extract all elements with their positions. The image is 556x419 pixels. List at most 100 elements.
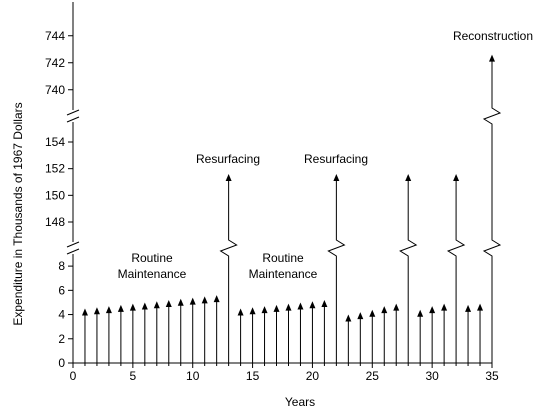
y-tick-label: 4 [58,308,65,322]
arrow-head [321,300,328,308]
arrow-head [429,306,436,314]
x-tick-label: 5 [130,369,137,383]
x-tick-label: 25 [366,369,380,383]
axis-break-mark [66,109,80,116]
arrow-head [165,300,172,308]
arrow-head [477,303,484,311]
arrow-head [465,304,472,312]
x-tick-label: 20 [306,369,320,383]
expenditure-arrow [381,306,388,363]
annotation-resurfacing-1: Resurfacing [196,152,260,166]
expenditure-arrow [201,296,208,363]
arrow-head [141,302,148,310]
arrow-head [249,307,256,315]
arrow-head [225,174,232,181]
expenditure-arrow [261,306,268,363]
y-axis-title: Expenditure in Thousands of 1967 Dollars [11,102,25,325]
x-tick-label: 10 [186,369,200,383]
arrow-head [213,295,220,303]
arrow-head [189,297,196,305]
arrow-shaft [446,180,466,363]
arrow-head [381,306,388,314]
expenditure-arrow [237,308,244,363]
expenditure-arrow [357,312,364,363]
expenditure-arrow [177,298,184,363]
expenditure-arrow [249,307,256,363]
annotation-routine-2: Routine [262,251,304,265]
expenditure-arrow [345,314,352,363]
arrow-head [237,308,244,316]
chart-marks [81,54,502,363]
arrow-head [273,304,280,312]
annotation-resurfacing-2: Resurfacing [304,152,368,166]
y-tick-label: 154 [45,135,65,149]
arrow-head [261,306,268,314]
arrow-head [105,306,112,314]
arrow-head [201,296,208,304]
arrow-head [489,54,495,62]
chart-labels: 0 2 4 6 8 148 150 152 154 740 742 744 0 5 10 15 20 25 30 35… [11,29,533,409]
y-tick-label: 148 [45,215,65,229]
chart-axes [66,2,493,368]
expenditure-arrow [446,174,466,363]
expenditure-arrow [417,309,424,363]
arrow-shaft [327,180,346,363]
arrow-head [441,303,448,311]
expenditure-arrow [273,304,280,363]
arrow-head [153,301,160,309]
annotation-reconstruction: Reconstruction [453,29,533,43]
expenditure-arrow [213,295,220,363]
expenditure-arrow [399,174,418,363]
expenditure-arrow [393,303,400,363]
x-axis-title: Years [285,395,315,409]
arrow-head [285,303,292,311]
expenditure-arrow [153,301,160,363]
expenditure-arrow [465,304,472,363]
y-tick-label: 740 [45,83,65,97]
arrow-head [405,174,412,181]
expenditure-arrow [117,304,124,363]
expenditure-arrow [321,300,328,363]
expenditure-arrow [129,303,136,363]
annotation-routine-2: Maintenance [249,267,318,281]
x-tick-label: 15 [246,369,260,383]
x-tick-label: 0 [70,369,77,383]
arrow-head [309,301,316,309]
x-tick-label: 35 [485,369,499,383]
arrow-head [393,303,400,311]
y-tick-label: 8 [58,259,65,273]
annotation-routine-1: Routine [131,251,173,265]
expenditure-arrow [327,174,346,363]
arrow-head [297,302,304,310]
arrow-shaft [399,180,418,363]
arrow-head [357,312,364,320]
expenditure-arrow [297,302,304,363]
expenditure-arrow [369,309,376,363]
expenditure-arrow [189,297,196,363]
axis-break-mark [66,116,80,123]
annotation-routine-1: Maintenance [118,267,187,281]
arrow-head [93,307,100,315]
expenditure-arrow [309,301,316,363]
expenditure-arrow [285,303,292,363]
expenditure-arrow [482,54,502,363]
arrow-head [177,298,184,306]
arrow-head [453,174,460,181]
y-tick-label: 0 [58,356,65,370]
expenditure-arrow [165,300,172,363]
arrow-head [369,309,376,317]
expenditure-arrow [93,307,100,363]
arrow-head [345,314,352,322]
expenditure-arrow [441,303,448,363]
expenditure-arrow [105,306,112,363]
arrow-head [129,303,136,311]
axis-break-mark [66,241,80,248]
arrow-head [333,174,340,181]
y-tick-label: 152 [45,162,65,176]
axis-break-mark [66,248,80,255]
y-tick-label: 744 [45,29,65,43]
expenditure-arrow [81,308,88,363]
expenditure-arrow [429,306,436,363]
y-tick-label: 150 [45,188,65,202]
y-tick-label: 742 [45,56,65,70]
